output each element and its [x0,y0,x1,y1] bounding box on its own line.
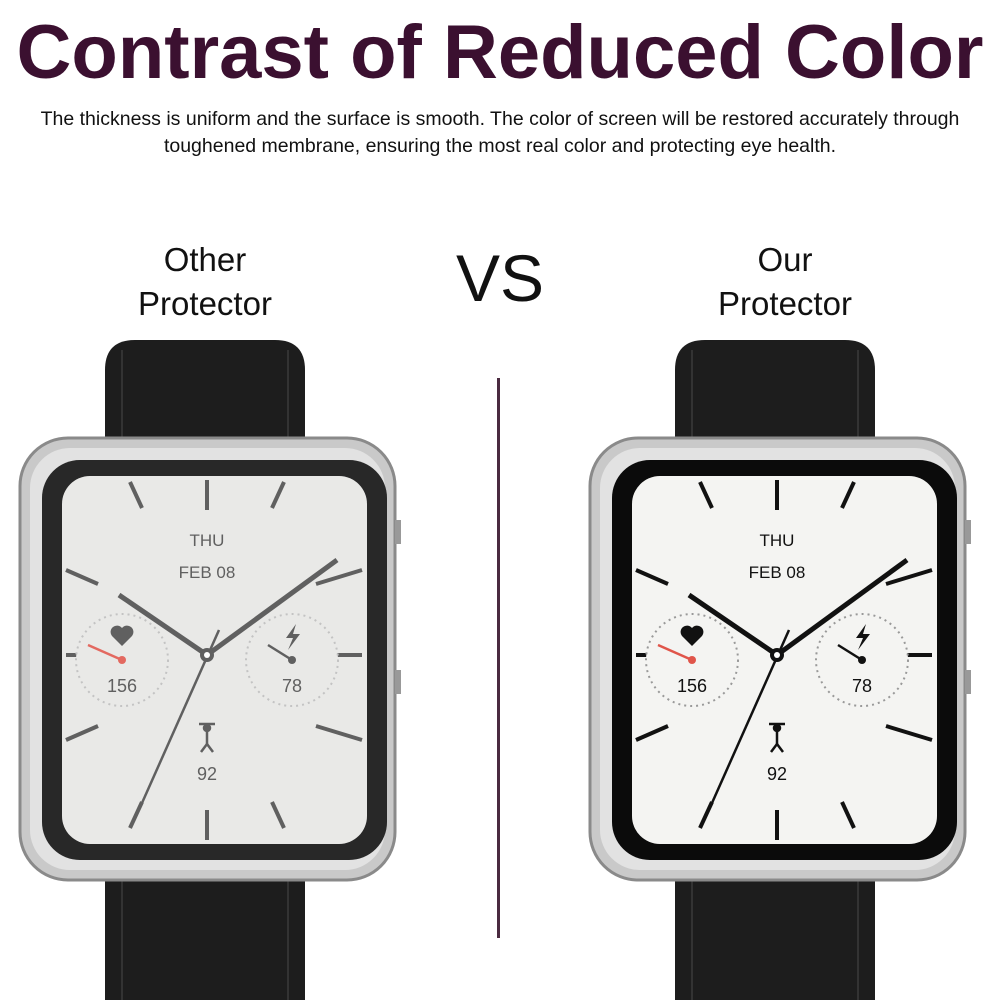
energy-text: 78 [282,676,302,696]
crown-button [395,520,401,544]
hour-tick [635,568,669,586]
heart-icon [110,625,134,646]
activity-text: 92 [767,764,787,784]
date-text: FEB 08 [749,563,806,582]
subdial-hand [657,643,693,662]
subdial-hand [87,643,123,662]
watch-illustration: THU FEB 08 156 78 92 [588,340,971,1000]
vs-text: VS [455,241,545,315]
watch-dial [62,476,367,844]
watch-dial [632,476,937,844]
hour-tick [840,481,856,509]
heart-icon [680,625,704,646]
hour-tick [128,801,144,829]
label-line: Protector [718,285,852,322]
hand-pivot-center [774,652,780,658]
label-line: Protector [138,285,272,322]
hour-tick [840,801,856,829]
watch-other-protector: THU FEB 08 156 78 92 [10,340,410,1000]
watch-illustration: THU FEB 08 156 78 92 [18,340,401,1000]
strap-bottom [675,860,875,1000]
activity-icon [199,722,215,753]
strap-top [105,340,305,450]
energy-text: 78 [852,676,872,696]
description: The thickness is uniform and the surface… [40,108,960,157]
hour-tick [270,481,286,509]
watch-our-protector: THU FEB 08 156 78 92 [580,340,980,1000]
hour-tick [885,568,933,586]
activity-text: 92 [197,764,217,784]
side-button [395,670,401,694]
side-button [965,670,971,694]
hour-tick [128,481,144,509]
hour-tick [698,481,714,509]
hour-tick [65,724,99,742]
day-text: THU [760,531,795,550]
day-text: THU [190,531,225,550]
subdial-pivot [688,656,696,664]
page-title: Contrast of Reduced Color [16,10,984,95]
strap-top [675,340,875,450]
hour-tick [270,801,286,829]
subdial-pivot [118,656,126,664]
label-line: Other [163,241,247,278]
hour-tick [65,568,99,586]
label-line: Our [757,241,813,278]
hour-tick [635,724,669,742]
minute-hand [775,557,909,658]
hour-tick [698,801,714,829]
subdial-pivot [288,656,296,664]
heart-rate-text: 156 [107,676,137,696]
hour-hand [687,592,779,658]
hour-tick [885,724,933,742]
hour-tick [315,568,363,586]
date-text: FEB 08 [179,563,236,582]
hour-tick [315,724,363,742]
hand-pivot-center [204,652,210,658]
haze-overlay [42,460,387,860]
subdial-pivot [858,656,866,664]
subdial-hand [267,643,293,662]
divider [497,378,500,938]
crown-button [965,520,971,544]
our-protector-label: Our Protector [635,238,935,326]
other-protector-label: Other Protector [55,238,355,326]
bolt-icon [856,624,870,650]
hour-hand [117,592,209,658]
strap-bottom [105,860,305,1000]
subdial-hand [837,643,863,662]
bolt-icon [286,624,300,650]
activity-icon [769,722,785,753]
minute-hand [205,557,339,658]
heart-rate-text: 156 [677,676,707,696]
